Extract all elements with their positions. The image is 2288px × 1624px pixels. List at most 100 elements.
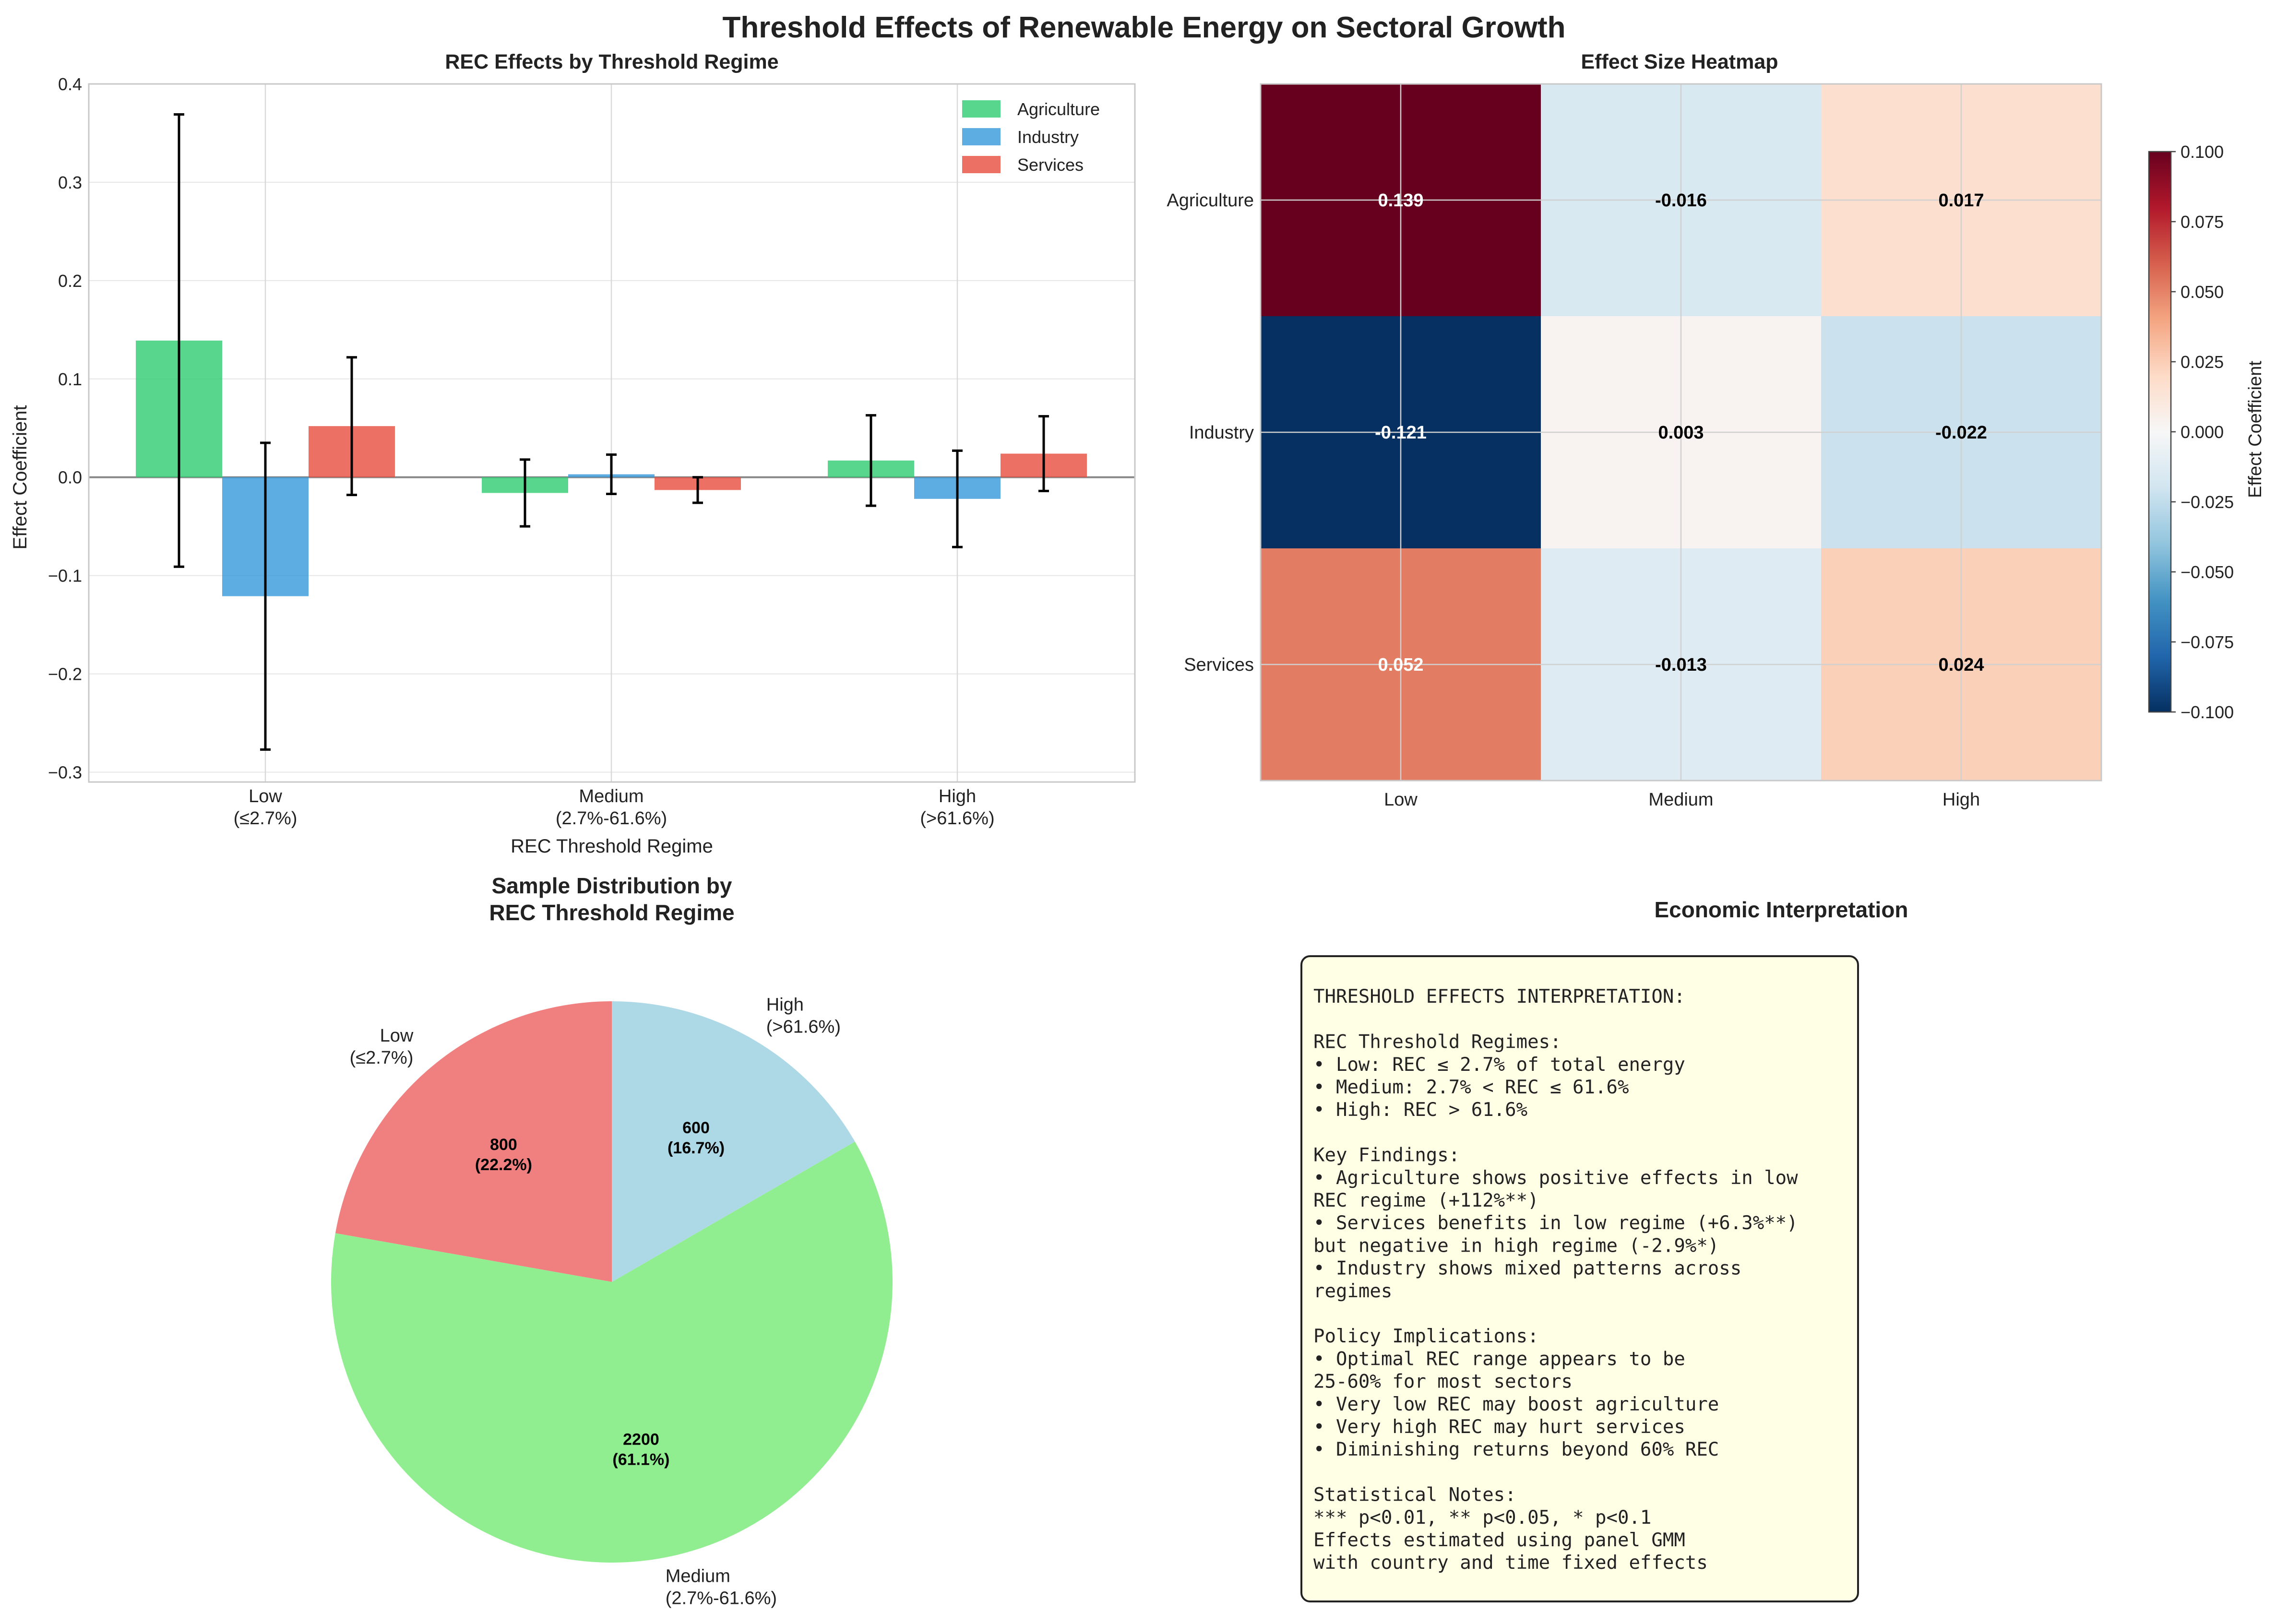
interpretation-line: REC regime (+112%**)	[1313, 1190, 1539, 1211]
interpretation-line: • Services benefits in low regime (+6.3%…	[1313, 1212, 1798, 1234]
heatmap-cell-label: 0.003	[1658, 423, 1704, 443]
heatmap-cell-label: 0.017	[1938, 190, 1984, 211]
legend-label-industry: Industry	[1017, 127, 1079, 147]
x-tick-label: Medium	[579, 786, 644, 806]
y-tick-label: 0.4	[58, 74, 82, 94]
figure-title: Threshold Effects of Renewable Energy on…	[723, 11, 1566, 44]
y-tick-label: 0.3	[58, 173, 82, 192]
y-tick-label: 0.0	[58, 468, 82, 487]
heatmap-col-label: Low	[1384, 790, 1418, 810]
heatmap-col-label: High	[1942, 790, 1980, 810]
interpretation-line: Effects estimated using panel GMM	[1313, 1529, 1685, 1551]
bar-chart-ylabel: Effect Coefficient	[10, 405, 31, 550]
pie-slice-label-sub: (>61.6%)	[766, 1017, 841, 1037]
colorbar-tick-label: −0.075	[2181, 632, 2234, 652]
pie-slice-low	[335, 1001, 612, 1282]
interpretation-box	[1300, 955, 1859, 1602]
colorbar-tick-label: 0.025	[2181, 352, 2224, 372]
interpretation-line: • Very low REC may boost agriculture	[1313, 1394, 1719, 1415]
heatmap-row-label: Agriculture	[1167, 190, 1254, 211]
bar-chart-frame	[88, 83, 1136, 783]
pie-slice-pct: (61.1%)	[612, 1451, 669, 1469]
x-tick-label-sub: (>61.6%)	[920, 808, 994, 829]
interpretation-text: THRESHOLD EFFECTS INTERPRETATION: REC Thr…	[1313, 986, 1798, 1574]
legend-swatch-agriculture	[962, 100, 1001, 118]
pie-slice-value: 800	[490, 1136, 517, 1154]
heatmap-cells: Low Medium High Agriculture Industry Services…	[1167, 83, 2102, 810]
bar-chart-legend: Agriculture Industry Services	[962, 99, 1100, 175]
heatmap-cell-label: -0.013	[1655, 655, 1707, 675]
colorbar-bar	[2148, 151, 2172, 713]
interpretation-line: regimes	[1313, 1280, 1392, 1302]
colorbar-tick-label: −0.025	[2181, 492, 2234, 512]
interpretation-line: • Low: REC ≤ 2.7% of total energy	[1313, 1054, 1685, 1076]
legend-swatch-industry	[962, 128, 1001, 145]
pie-slice-label-sub: (≤2.7%)	[350, 1048, 414, 1068]
bar-chart-axes: −0.3 −0.2 −0.1 0.0 0.1 0.2 0.3 0.4 Low(≤2.7%) Med…	[48, 74, 1136, 829]
heatmap-row-label: Services	[1184, 655, 1254, 675]
pie-slice-medium	[331, 1141, 893, 1563]
x-tick-label-sub: (≤2.7%)	[234, 808, 298, 829]
y-tick-label: 0.1	[58, 369, 82, 389]
pie-slice-pct: (22.2%)	[475, 1156, 532, 1174]
legend-swatch-services	[962, 156, 1001, 173]
interpretation-line: with country and time fixed effects	[1313, 1552, 1708, 1574]
heatmap-cell-label: 0.139	[1378, 190, 1423, 211]
legend-label-services: Services	[1017, 155, 1084, 175]
x-tick-label-sub: (2.7%-61.6%)	[556, 808, 667, 829]
heatmap-cell-label: 0.052	[1378, 655, 1423, 675]
y-tick-label: −0.2	[48, 664, 82, 684]
pie-slice-value: 2200	[623, 1431, 659, 1449]
y-tick-label: 0.2	[58, 271, 82, 291]
interpretation-line: • High: REC > 61.6%	[1313, 1099, 1527, 1121]
colorbar-label: Effect Coefficient	[2245, 361, 2265, 498]
interpretation-line: • Medium: 2.7% < REC ≤ 61.6%	[1313, 1077, 1629, 1098]
bar-chart-marks	[136, 113, 1087, 751]
pie-slice-high	[612, 1001, 855, 1282]
interpretation-line: • Agriculture shows positive effects in …	[1313, 1167, 1798, 1189]
x-tick-label: High	[939, 786, 976, 806]
colorbar-tick-label: −0.100	[2181, 702, 2234, 722]
interpretation-line: THRESHOLD EFFECTS INTERPRETATION:	[1313, 986, 1685, 1008]
pie-chart-panel: Sample Distribution by REC Threshold Reg…	[331, 873, 893, 1609]
heatmap-cell-label: -0.022	[1935, 423, 1987, 443]
interpretation-line: but negative in high regime (-2.9%*)	[1313, 1235, 1719, 1257]
heatmap-colorbar: 0.100 0.075 0.050 0.025 0.000 −0.025 −0.050 −0.…	[2148, 142, 2234, 722]
bar-chart-title: REC Effects by Threshold Regime	[445, 50, 778, 73]
interpretation-line: • Very high REC may hurt services	[1313, 1416, 1685, 1438]
interpretation-line: *** p<0.01, ** p<0.05, * p<0.1	[1313, 1507, 1651, 1529]
colorbar-tick-label: 0.050	[2181, 282, 2224, 302]
bar-chart-panel: REC Effects by Threshold Regime −0.3 −0.2…	[10, 50, 1136, 857]
colorbar-tick-label: 0.075	[2181, 212, 2224, 232]
pie-slice-label: High	[766, 995, 804, 1015]
bar-chart-xlabel: REC Threshold Regime	[511, 836, 713, 857]
heatmap-panel: Effect Size Heatmap Low Medium High Agricul…	[1167, 50, 2265, 810]
y-tick-label: −0.1	[48, 566, 82, 586]
legend-label-agriculture: Agriculture	[1017, 99, 1100, 119]
heatmap-cell-label: 0.024	[1938, 655, 1984, 675]
heatmap-cell-label: -0.016	[1655, 190, 1707, 211]
interpretation-line: Key Findings:	[1313, 1145, 1460, 1166]
y-tick-label: −0.3	[48, 763, 82, 782]
x-tick-label: Low	[249, 786, 282, 806]
pie-slice-value: 600	[682, 1119, 710, 1137]
pie-slice-label-sub: (2.7%-61.6%)	[666, 1588, 777, 1609]
heatmap-col-label: Medium	[1648, 790, 1713, 810]
heatmap-frame	[1260, 83, 2102, 782]
heatmap-title: Effect Size Heatmap	[1581, 50, 1778, 73]
interpretation-line: 25-60% for most sectors	[1313, 1371, 1573, 1393]
colorbar-tick-label: −0.050	[2181, 562, 2234, 582]
interpretation-title: Economic Interpretation	[1654, 897, 1908, 922]
pie-chart-marks: 800 (22.2%) Low(≤2.7%) 2200 (61.1%) Medium(2.…	[331, 995, 893, 1609]
heatmap-row-label: Industry	[1189, 423, 1254, 443]
pie-slice-label: Medium	[666, 1566, 730, 1587]
interpretation-line: REC Threshold Regimes:	[1313, 1031, 1561, 1053]
interpretation-line: • Optimal REC range appears to be	[1313, 1348, 1685, 1370]
interpretation-line: • Diminishing returns beyond 60% REC	[1313, 1439, 1719, 1460]
pie-slice-label: Low	[380, 1026, 414, 1046]
colorbar-tick-label: 0.100	[2181, 142, 2224, 162]
interpretation-line: Policy Implications:	[1313, 1326, 1539, 1347]
interpretation-panel: Economic Interpretation THRESHOLD EFFECT…	[1300, 897, 1908, 1602]
pie-slice-pct: (16.7%)	[667, 1139, 725, 1157]
